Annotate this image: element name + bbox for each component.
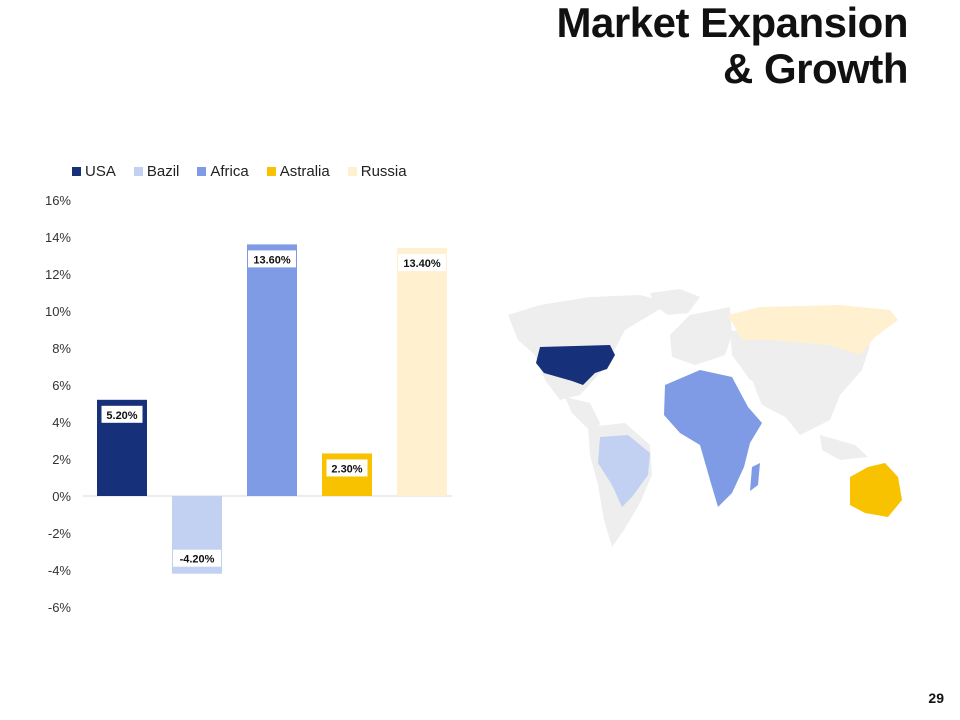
map-land-europe (670, 307, 732, 365)
y-tick-label: 2% (52, 452, 71, 467)
y-tick-label: -6% (48, 600, 72, 615)
legend-item-africa: Africa (197, 163, 249, 180)
y-tick-label: 0% (52, 489, 71, 504)
y-tick-label: -2% (48, 526, 72, 541)
legend-label-brazil: Bazil (146, 163, 180, 180)
legend-swatch-usa (72, 167, 81, 176)
data-label: 13.60% (253, 254, 291, 266)
y-tick-label: 4% (52, 415, 71, 430)
y-tick-label: 14% (45, 230, 71, 245)
map-madagascar (750, 463, 760, 491)
y-tick-label: 12% (45, 267, 71, 282)
world-map (508, 289, 902, 547)
legend-label-australia: Astralia (279, 163, 330, 180)
data-label: 2.30% (331, 463, 362, 475)
map-africa (664, 370, 762, 507)
legend-swatch-australia (266, 167, 276, 176)
y-tick-label: 10% (45, 304, 71, 319)
y-tick-label: 6% (52, 378, 71, 393)
legend-swatch-brazil (133, 167, 143, 176)
legend-item-brazil: Bazil (133, 163, 180, 180)
data-label: -4.20% (180, 554, 215, 566)
map-australia (850, 463, 902, 517)
legend-swatch-africa (197, 167, 207, 176)
title-line-1: Market Expansion (556, 0, 909, 46)
map-land-southeast-asia (820, 435, 868, 460)
title-line-2: & Growth (723, 45, 908, 92)
data-label-box (101, 405, 143, 423)
legend-item-russia: Russia (347, 163, 407, 180)
y-tick-label: 8% (52, 341, 71, 356)
bar-africa (247, 244, 297, 496)
legend-item-usa: USA (72, 163, 116, 180)
legend-label-usa: USA (85, 163, 116, 180)
legend-label-africa: Africa (210, 163, 249, 180)
map-russia (728, 305, 898, 355)
map-brazil (598, 435, 650, 507)
data-label-box (326, 459, 368, 477)
bar-russia (397, 248, 447, 496)
data-label: 5.20% (106, 410, 137, 422)
data-label-box (173, 549, 221, 567)
bar-chart: 16% 14% 12% 10% 8% 6% 4% 2% 0% -2% -4% -6% 5.20% -4.2… (45, 193, 452, 615)
map-land-greenland (650, 289, 700, 315)
y-tick-label: -4% (48, 563, 72, 578)
page-number: 29 (928, 690, 944, 706)
legend-swatch-russia (347, 167, 357, 176)
slide-title: Market Expansion & Growth (556, 0, 909, 92)
data-label-box (398, 254, 446, 272)
map-land-asia (730, 330, 870, 435)
legend-item-australia: Astralia (266, 163, 330, 180)
map-usa (536, 345, 615, 385)
chart-legend: USA Bazil Africa Astralia Russia (72, 163, 425, 180)
data-label-box (248, 250, 296, 268)
data-label: 13.40% (403, 258, 441, 270)
map-land-central-america (565, 397, 600, 435)
y-tick-label: 16% (45, 193, 71, 208)
legend-label-russia: Russia (360, 163, 407, 180)
